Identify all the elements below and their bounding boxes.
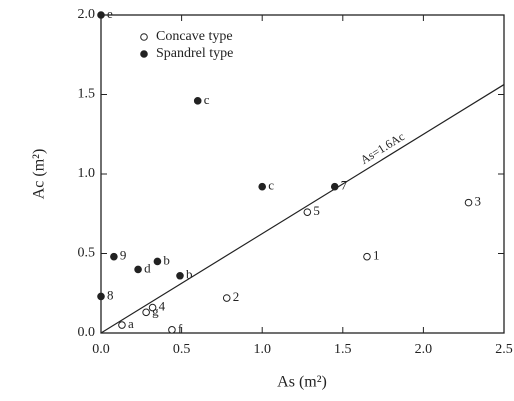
- legend-label: Spandrel type: [156, 46, 233, 61]
- point-label: c: [268, 178, 274, 193]
- y-tick-label: 1.5: [78, 87, 96, 102]
- point-label: 9: [120, 248, 127, 263]
- point-label: 7: [341, 178, 348, 193]
- point: [134, 265, 142, 274]
- x-tick-label: 0.5: [173, 342, 191, 357]
- legend-label: Concave type: [156, 29, 233, 44]
- y-tick-label: 0.0: [78, 325, 96, 340]
- y-axis-label: Ac (m²): [31, 149, 48, 200]
- point: [222, 294, 231, 302]
- x-tick-label: 1.5: [334, 342, 352, 357]
- point-label: 1: [373, 248, 380, 263]
- legend-marker: [140, 33, 148, 41]
- y-tick-label: 1.0: [78, 166, 96, 181]
- point: [110, 252, 118, 261]
- point: [363, 252, 371, 261]
- point-label: 2: [233, 289, 240, 304]
- x-tick-label: 0.0: [92, 342, 110, 357]
- point: [303, 208, 312, 216]
- point: [142, 308, 150, 317]
- point-label: b: [163, 252, 170, 267]
- point-label: d: [144, 260, 151, 275]
- point: [118, 321, 126, 329]
- point-label: b: [186, 267, 193, 282]
- point: [148, 303, 157, 312]
- plot-frame: [100, 14, 505, 334]
- reference-line-label: As=1.6Ac: [358, 129, 407, 167]
- point: [97, 292, 105, 301]
- point-label: c: [204, 92, 210, 107]
- point: [168, 326, 176, 334]
- x-tick-label: 1.0: [253, 342, 271, 357]
- point: [330, 182, 339, 191]
- point-label: a: [128, 316, 134, 331]
- legend-marker: [140, 50, 148, 58]
- point: [258, 182, 267, 191]
- point-label: e: [107, 6, 113, 21]
- point: [176, 271, 184, 280]
- point-label: f: [178, 321, 183, 336]
- x-axis-label: As (m²): [277, 374, 327, 391]
- point: [464, 198, 473, 207]
- y-tick-label: 2.0: [78, 7, 96, 22]
- point: [97, 11, 105, 19]
- reference-line: [100, 84, 505, 334]
- y-tick-label: 0.5: [78, 246, 96, 261]
- point-label: g: [152, 303, 159, 318]
- point: [193, 97, 202, 105]
- x-tick-label: 2.0: [415, 342, 433, 357]
- point-label: 4: [159, 299, 166, 314]
- point-label: 5: [313, 203, 320, 218]
- point: [153, 257, 162, 266]
- point-label: 8: [107, 287, 114, 302]
- x-tick-label: 2.5: [495, 342, 513, 357]
- point-label: 3: [475, 194, 482, 209]
